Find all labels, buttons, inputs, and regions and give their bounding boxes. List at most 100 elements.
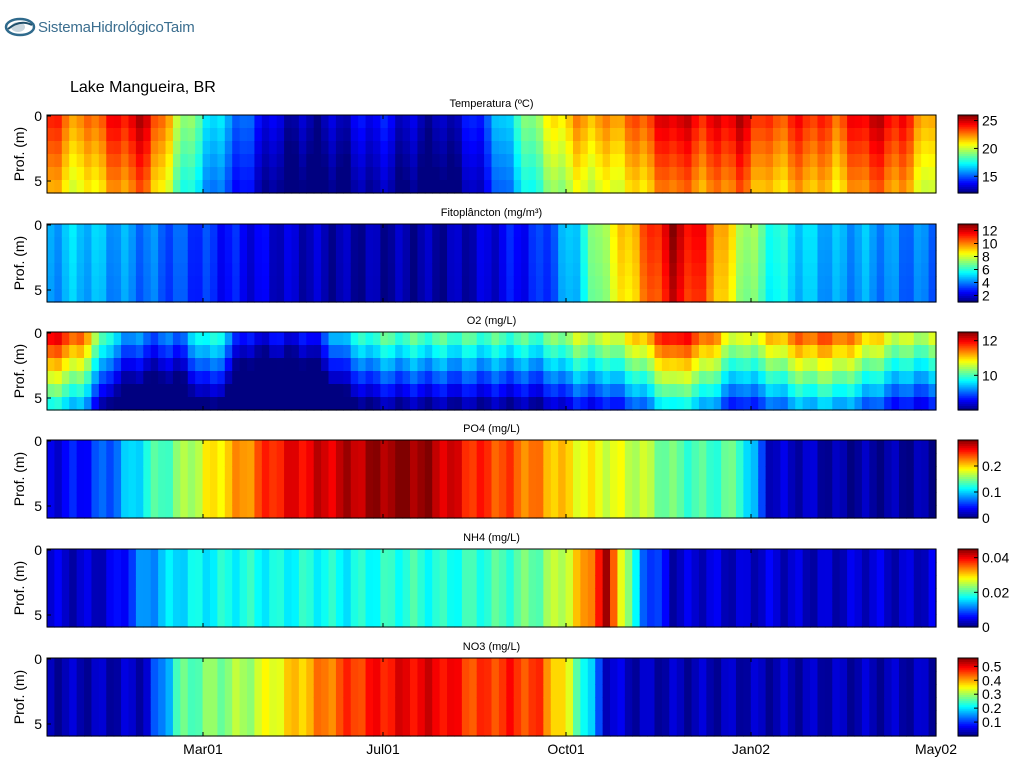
heat-cell <box>261 697 270 711</box>
heat-cell <box>750 601 759 615</box>
heat-cell <box>669 115 678 129</box>
heat-cell <box>810 614 819 628</box>
heat-cell <box>847 505 856 519</box>
heat-cell <box>424 658 433 672</box>
heat-cell <box>617 115 626 129</box>
heat-cell <box>358 237 367 251</box>
heat-cell <box>595 505 604 519</box>
heat-cell <box>565 345 574 359</box>
heat-cell <box>780 371 789 385</box>
heat-cell <box>454 345 463 359</box>
colorbar-cell <box>958 382 978 386</box>
heat-cell <box>395 505 404 519</box>
heat-cell <box>321 671 330 685</box>
heat-cell <box>728 154 737 168</box>
heat-cell <box>565 141 574 155</box>
heat-cell <box>558 723 567 737</box>
heat-cell <box>224 549 233 563</box>
heat-cell <box>158 263 167 277</box>
heat-cell <box>76 697 85 711</box>
heat-cell <box>565 723 574 737</box>
heat-cell <box>580 440 589 454</box>
heat-cell <box>832 684 841 698</box>
heat-cell <box>84 614 93 628</box>
heat-cell <box>172 224 181 238</box>
heat-cell <box>854 697 863 711</box>
heat-cell <box>898 180 907 194</box>
heat-cell <box>513 549 522 563</box>
heat-cell <box>239 505 248 519</box>
heat-cell <box>121 723 130 737</box>
heat-cell <box>298 371 307 385</box>
heat-cell <box>143 658 152 672</box>
heat-cell <box>565 479 574 493</box>
heat-cell <box>439 371 448 385</box>
heat-cell <box>461 614 470 628</box>
heat-cell <box>217 250 226 264</box>
heat-cell <box>298 115 307 129</box>
heat-cell <box>876 263 885 277</box>
heat-cell <box>491 237 500 251</box>
heat-cell <box>54 154 63 168</box>
heat-cell <box>728 575 737 589</box>
panel-title: Fitoplâncton (mg/m³) <box>441 207 542 219</box>
heat-cell <box>417 614 426 628</box>
heat-cell <box>639 658 648 672</box>
heat-cell <box>758 224 767 238</box>
heat-cell <box>469 453 478 467</box>
heat-cell <box>261 384 270 398</box>
heat-cell <box>402 479 411 493</box>
heat-cell <box>891 345 900 359</box>
heat-cell <box>135 601 144 615</box>
heat-cell <box>898 453 907 467</box>
heat-cell <box>839 276 848 290</box>
heat-cell <box>150 453 159 467</box>
heat-cell <box>861 614 870 628</box>
heat-cell <box>84 466 93 480</box>
heat-cell <box>684 224 693 238</box>
heat-cell <box>535 224 544 238</box>
heat-cell <box>521 710 530 724</box>
heat-cell <box>195 697 204 711</box>
heat-cell <box>269 371 278 385</box>
heat-cell <box>921 358 930 372</box>
heat-cell <box>839 575 848 589</box>
colorbar-cell <box>958 280 978 284</box>
heat-cell <box>498 562 507 576</box>
heat-cell <box>602 684 611 698</box>
heat-cell <box>802 588 811 602</box>
heat-cell <box>506 224 515 238</box>
heat-cell <box>928 276 937 290</box>
heat-cell <box>321 345 330 359</box>
heat-cell <box>898 440 907 454</box>
heat-cell <box>335 697 344 711</box>
heat-cell <box>484 384 493 398</box>
heat-cell <box>706 250 715 264</box>
heat-cell <box>269 167 278 181</box>
heat-cell <box>847 237 856 251</box>
heat-cell <box>172 141 181 155</box>
colorbar-cell <box>958 369 978 372</box>
heat-cell <box>313 276 322 290</box>
heat-cell <box>928 440 937 454</box>
heat-cell <box>261 562 270 576</box>
colorbar-cell <box>958 457 978 461</box>
heat-cell <box>202 141 211 155</box>
heat-cell <box>928 479 937 493</box>
heat-cell <box>47 710 56 724</box>
heat-cell <box>165 453 174 467</box>
heat-cell <box>180 358 189 372</box>
heat-cell <box>595 453 604 467</box>
heat-cell <box>506 167 515 181</box>
heat-cell <box>876 224 885 238</box>
heat-cell <box>128 562 137 576</box>
heat-cell <box>928 345 937 359</box>
heat-cell <box>513 671 522 685</box>
heat-cell <box>595 440 604 454</box>
heat-cell <box>558 658 567 672</box>
heat-cell <box>476 658 485 672</box>
heat-cell <box>261 167 270 181</box>
heat-cell <box>869 658 878 672</box>
heat-cell <box>647 588 656 602</box>
heat-cell <box>632 276 641 290</box>
